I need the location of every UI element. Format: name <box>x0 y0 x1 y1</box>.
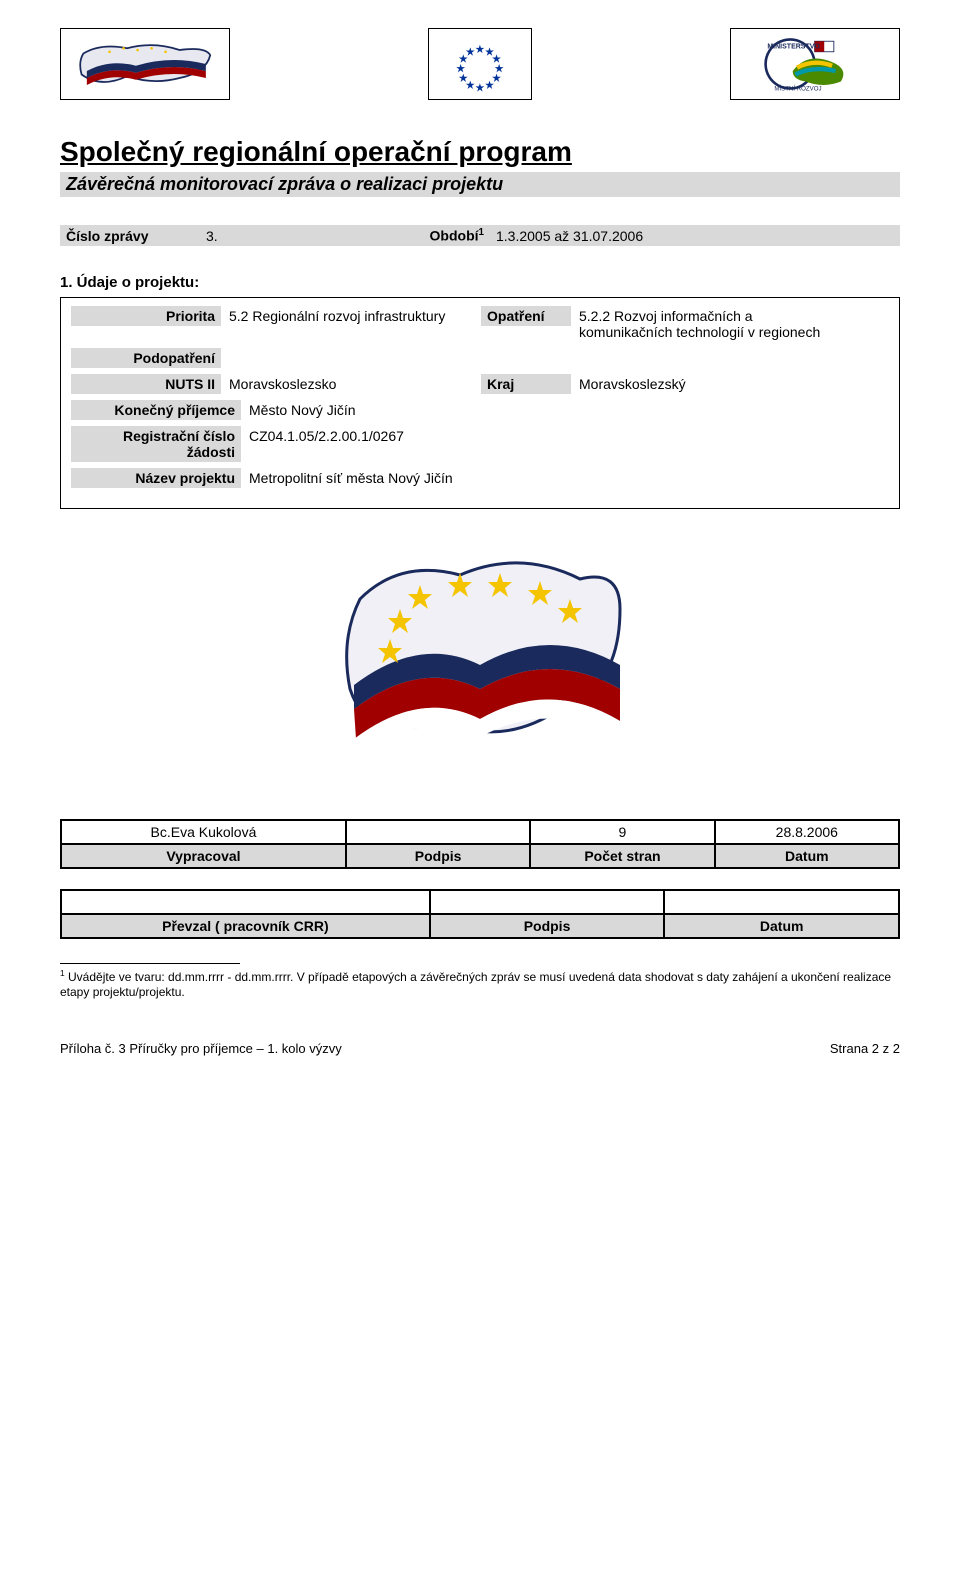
row-prijemce: Konečný příjemce Město Nový Jičín <box>71 400 889 420</box>
hdr-prevzal: Převzal ( pracovník CRR) <box>61 914 430 938</box>
logo-ministry: MINISTERSTVO MÍSTNÍ ROZVOJ <box>730 28 900 100</box>
footnote-separator <box>60 963 240 964</box>
header-logo-row: MINISTERSTVO MÍSTNÍ ROZVOJ <box>60 28 900 100</box>
podopatreni-value <box>221 348 889 352</box>
hdr-vypracoval: Vypracoval <box>61 844 346 868</box>
document-title: Společný regionální operační program <box>60 136 900 168</box>
opatreni-label: Opatření <box>481 306 571 326</box>
handover-table: Převzal ( pracovník CRR) Podpis Datum <box>60 889 900 939</box>
sig-podpis-empty <box>346 820 530 844</box>
svg-text:MÍSTNÍ ROZVOJ: MÍSTNÍ ROZVOJ <box>775 85 822 92</box>
hdr-pocet: Počet stran <box>530 844 714 868</box>
map-wave-icon <box>330 539 630 779</box>
eu-stars-icon <box>434 36 526 92</box>
sig-date: 28.8.2006 <box>715 820 899 844</box>
hdr-datum: Datum <box>715 844 899 868</box>
row-nazev: Název projektu Metropolitní síť města No… <box>71 468 889 488</box>
row-priorita: Priorita 5.2 Regionální rozvoj infrastru… <box>71 306 889 342</box>
prijemce-value: Město Nový Jičín <box>241 400 889 420</box>
row-podopatreni: Podopatření <box>71 348 889 368</box>
svg-text:MINISTERSTVO: MINISTERSTVO <box>768 43 821 50</box>
table-row: Bc.Eva Kukolová 9 28.8.2006 <box>61 820 899 844</box>
section-1-heading: 1. Údaje o projektu: <box>60 274 900 291</box>
hdr-podpis2: Podpis <box>430 914 665 938</box>
footer-right: Strana 2 z 2 <box>830 1041 900 1056</box>
sig-name: Bc.Eva Kukolová <box>61 820 346 844</box>
obdobi-value: 1.3.2005 až 31.07.2006 <box>496 228 643 244</box>
prijemce-label: Konečný příjemce <box>71 400 241 420</box>
kraj-label: Kraj <box>481 374 571 394</box>
table-row: Převzal ( pracovník CRR) Podpis Datum <box>61 914 899 938</box>
reg-value: CZ04.1.05/2.2.00.1/0267 <box>241 426 889 446</box>
footer-left: Příloha č. 3 Příručky pro příjemce – 1. … <box>60 1041 342 1056</box>
footnote: 1 Uvádějte ve tvaru: dd.mm.rrrr - dd.mm.… <box>60 968 900 1001</box>
row-nuts: NUTS II Moravskoslezsko Kraj Moravskosle… <box>71 374 889 394</box>
priorita-label: Priorita <box>71 306 221 326</box>
logo-left <box>60 28 230 100</box>
sig-pages: 9 <box>530 820 714 844</box>
M-empty <box>61 890 430 914</box>
priorita-value: 5.2 Regionální rozvoj infrastruktury <box>221 306 481 326</box>
ministry-icon: MINISTERSTVO MÍSTNÍ ROZVOJ <box>739 36 890 92</box>
cislo-zpravy-label: Číslo zprávy <box>66 228 206 244</box>
podopatreni-label: Podopatření <box>71 348 221 368</box>
signature-table: Bc.Eva Kukolová 9 28.8.2006 Vypracoval P… <box>60 819 900 869</box>
map-flag-icon <box>69 36 220 92</box>
page-footer: Příloha č. 3 Příručky pro příjemce – 1. … <box>60 1041 900 1056</box>
nazev-value: Metropolitní síť města Nový Jičín <box>241 468 889 488</box>
row-registrace: Registrační číslo žádosti CZ04.1.05/2.2.… <box>71 426 889 462</box>
obdobi-label: Období1 <box>386 227 496 244</box>
cislo-zpravy-value: 3. <box>206 228 386 244</box>
nuts-value: Moravskoslezsko <box>221 374 481 394</box>
table-row: Vypracoval Podpis Počet stran Datum <box>61 844 899 868</box>
hdr-podpis: Podpis <box>346 844 530 868</box>
document-subtitle: Závěrečná monitorovací zpráva o realizac… <box>60 172 900 197</box>
nuts-label: NUTS II <box>71 374 221 394</box>
project-data-box: Priorita 5.2 Regionální rozvoj infrastru… <box>60 297 900 509</box>
kraj-value: Moravskoslezský <box>571 374 831 394</box>
report-number-row: Číslo zprávy 3. Období1 1.3.2005 až 31.0… <box>60 225 900 246</box>
center-illustration <box>60 539 900 779</box>
hdr-datum2: Datum <box>664 914 899 938</box>
reg-label: Registrační číslo žádosti <box>71 426 241 462</box>
opatreni-value: 5.2.2 Rozvoj informačních a komunikačníc… <box>571 306 831 342</box>
table-row <box>61 890 899 914</box>
logo-eu <box>428 28 532 100</box>
nazev-label: Název projektu <box>71 468 241 488</box>
